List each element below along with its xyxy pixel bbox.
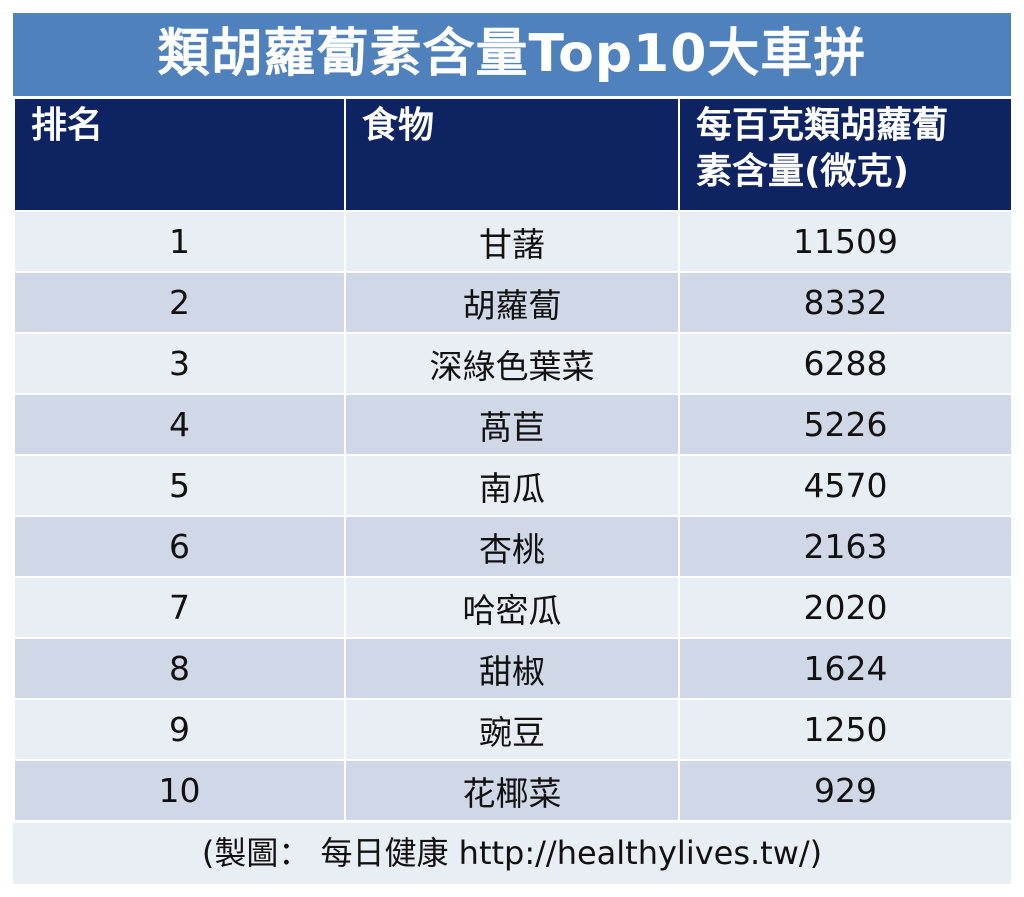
table-row: 5 南瓜 4570 — [13, 454, 1013, 517]
amount-cell: 929 — [678, 759, 1013, 822]
food-cell: 南瓜 — [344, 454, 680, 517]
amount-cell: 2163 — [678, 515, 1013, 578]
page-title: 類胡蘿蔔素含量Top10大車拼 — [13, 13, 1011, 96]
amount-cell: 6288 — [678, 332, 1013, 395]
food-cell: 花椰菜 — [344, 759, 680, 822]
table-row: 6 杏桃 2163 — [13, 515, 1013, 578]
header-amount-line1: 每百克類胡蘿蔔 — [696, 105, 949, 146]
rank-cell: 1 — [13, 210, 346, 273]
food-cell: 甜椒 — [344, 637, 680, 700]
food-cell: 萵苣 — [344, 393, 680, 456]
food-cell: 深綠色葉菜 — [344, 332, 680, 395]
table-row: 2 胡蘿蔔 8332 — [13, 271, 1013, 334]
table-header-row: 排名 食物 每百克類胡蘿蔔 素含量(微克) — [13, 99, 1013, 212]
source-credit: (製圖： 每日健康 http://healthylives.tw/) — [13, 823, 1011, 884]
food-cell: 杏桃 — [344, 515, 680, 578]
amount-cell: 8332 — [678, 271, 1013, 334]
header-amount-line2: 素含量(微克) — [696, 151, 909, 192]
table-row: 4 萵苣 5226 — [13, 393, 1013, 456]
table-row: 10 花椰菜 929 — [13, 759, 1013, 822]
rank-cell: 4 — [13, 393, 346, 456]
rank-cell: 8 — [13, 637, 346, 700]
food-cell: 胡蘿蔔 — [344, 271, 680, 334]
amount-cell: 11509 — [678, 210, 1013, 273]
amount-cell: 5226 — [678, 393, 1013, 456]
table-row: 8 甜椒 1624 — [13, 637, 1013, 700]
table-row: 9 豌豆 1250 — [13, 698, 1013, 761]
food-cell: 甘藷 — [344, 210, 680, 273]
rank-cell: 3 — [13, 332, 346, 395]
rank-cell: 6 — [13, 515, 346, 578]
table-row: 3 深綠色葉菜 6288 — [13, 332, 1013, 395]
amount-cell: 4570 — [678, 454, 1013, 517]
rank-cell: 10 — [13, 759, 346, 822]
food-cell: 豌豆 — [344, 698, 680, 761]
food-cell: 哈密瓜 — [344, 576, 680, 639]
header-rank: 排名 — [13, 99, 346, 212]
amount-cell: 1624 — [678, 637, 1013, 700]
rank-cell: 2 — [13, 271, 346, 334]
carotenoid-table: 排名 食物 每百克類胡蘿蔔 素含量(微克) 1 甘藷 11509 2 胡蘿蔔 83… — [13, 99, 1013, 822]
infographic: 類胡蘿蔔素含量Top10大車拼 排名 食物 每百克類胡蘿蔔 素含量(微克) 1 甘… — [13, 13, 1013, 884]
header-food: 食物 — [344, 99, 680, 212]
rank-cell: 9 — [13, 698, 346, 761]
rank-cell: 7 — [13, 576, 346, 639]
amount-cell: 1250 — [678, 698, 1013, 761]
rank-cell: 5 — [13, 454, 346, 517]
header-amount: 每百克類胡蘿蔔 素含量(微克) — [678, 99, 1013, 212]
amount-cell: 2020 — [678, 576, 1013, 639]
table-row: 1 甘藷 11509 — [13, 210, 1013, 273]
table-row: 7 哈密瓜 2020 — [13, 576, 1013, 639]
